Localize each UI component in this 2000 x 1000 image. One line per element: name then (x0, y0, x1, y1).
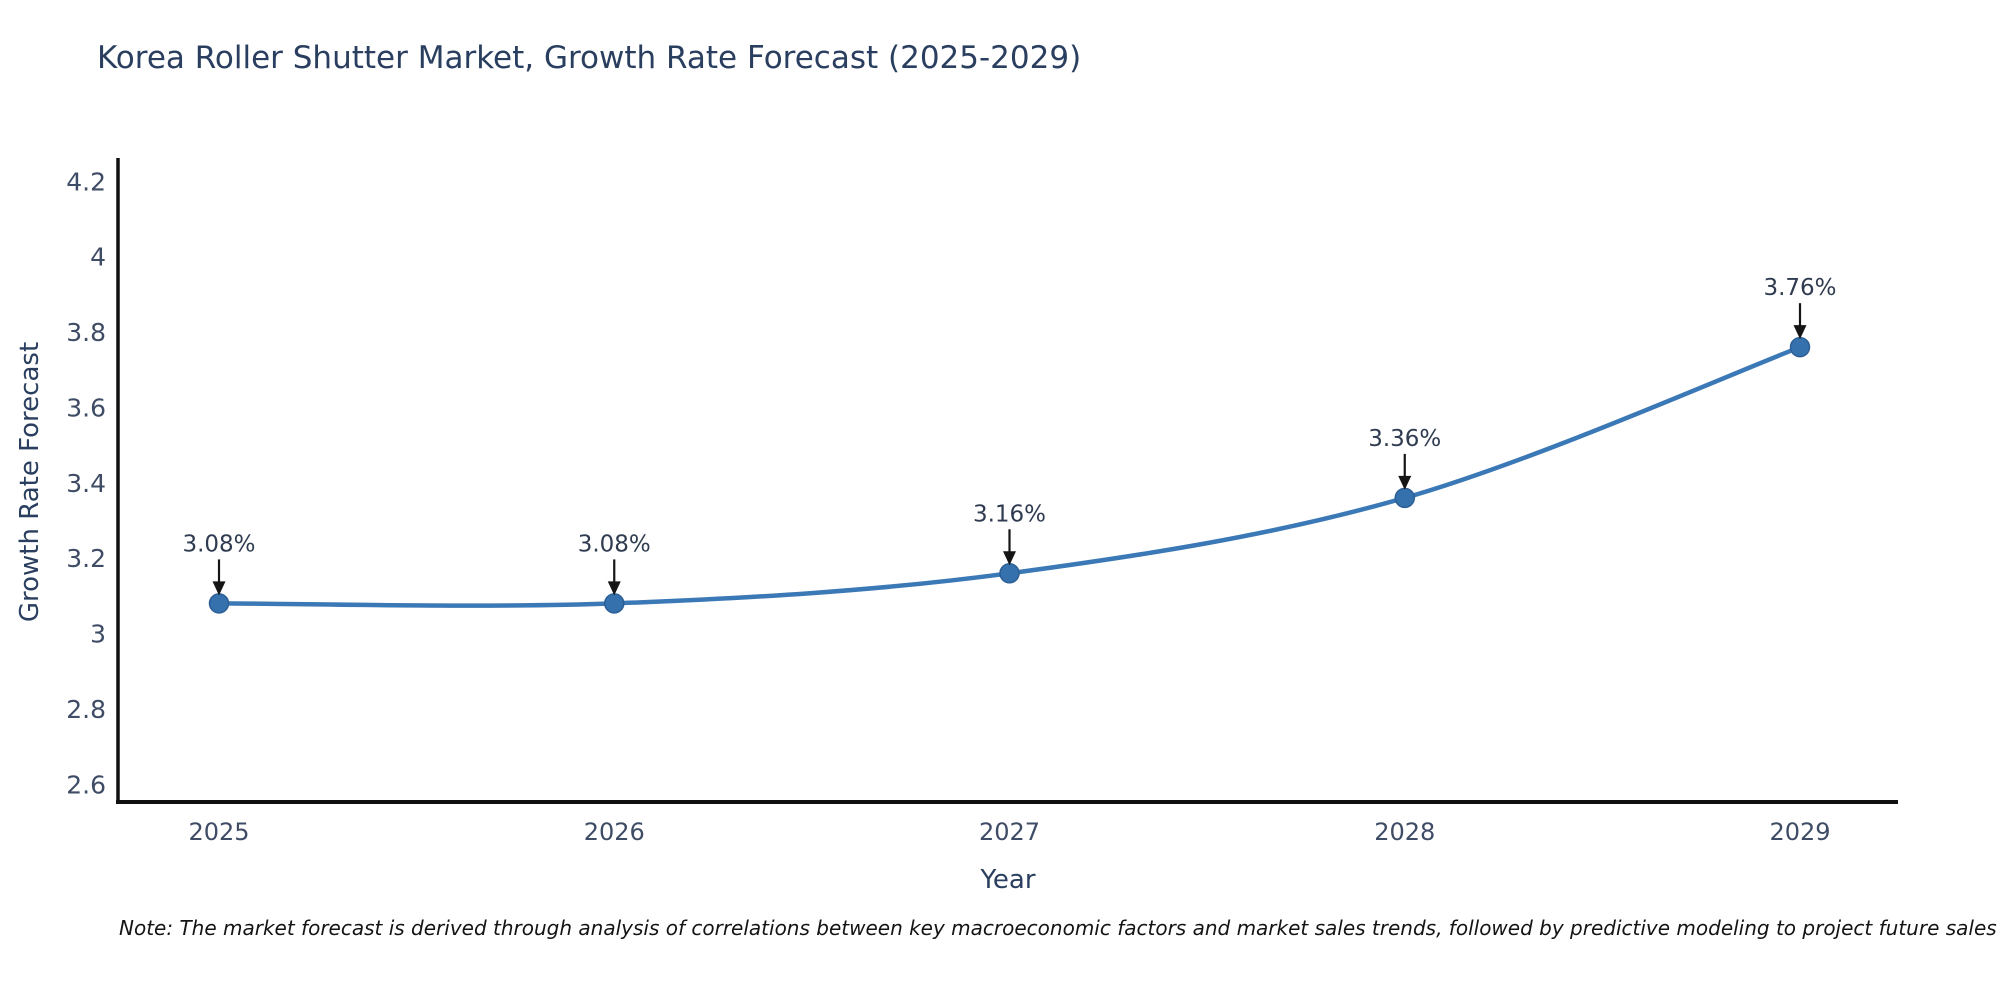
x-axis-title: Year (979, 865, 1035, 895)
annotation-label: 3.08% (578, 531, 651, 557)
data-point-2028[interactable] (1394, 487, 1415, 509)
chart-note: Note: The market forecast is derived thr… (119, 916, 1997, 940)
y-tick-label: 4 (90, 243, 106, 272)
axis-ticks: 2.6 2.8 3 3.2 3.4 3.6 3.8 4 4.2 2025 2026 2027 2028 2… (66, 167, 1830, 846)
x-tick-label: 2026 (584, 818, 645, 846)
y-tick-label: 3 (90, 620, 106, 649)
annotation-label: 3.76% (1763, 275, 1836, 301)
annotation-label: 3.36% (1368, 426, 1441, 452)
annotation-label: 3.08% (182, 531, 255, 557)
y-tick-label: 2.8 (66, 695, 106, 724)
data-point-2026[interactable] (604, 593, 625, 614)
series-group (208, 336, 1811, 614)
data-point-2025[interactable] (208, 593, 230, 614)
x-tick-label: 2025 (188, 818, 249, 846)
x-tick-label: 2029 (1769, 818, 1830, 846)
y-tick-label: 2.6 (66, 770, 106, 799)
annotation-arrowhead (212, 581, 226, 596)
data-point-2029[interactable] (1789, 336, 1811, 358)
annotation-arrowhead (1003, 551, 1016, 566)
y-tick-label: 3.6 (66, 393, 106, 422)
annotations-group: 3.08% 3.08% 3.16% 3.36% 3.76% (182, 275, 1837, 596)
x-tick-label: 2028 (1374, 818, 1435, 846)
annotation-arrowhead (1793, 325, 1807, 340)
annotation-arrowhead (607, 581, 621, 596)
data-point-2027[interactable] (999, 563, 1020, 584)
y-tick-label: 3.2 (66, 544, 106, 573)
y-tick-label: 4.2 (66, 167, 106, 196)
annotation-arrowhead (1398, 475, 1412, 490)
y-tick-label: 3.4 (66, 469, 106, 498)
x-tick-label: 2027 (979, 818, 1040, 846)
chart-title: Korea Roller Shutter Market, Growth Rate… (97, 40, 1082, 76)
y-axis-title: Growth Rate Forecast (15, 342, 45, 622)
annotation-label: 3.16% (973, 501, 1046, 527)
y-tick-label: 3.8 (66, 318, 106, 347)
